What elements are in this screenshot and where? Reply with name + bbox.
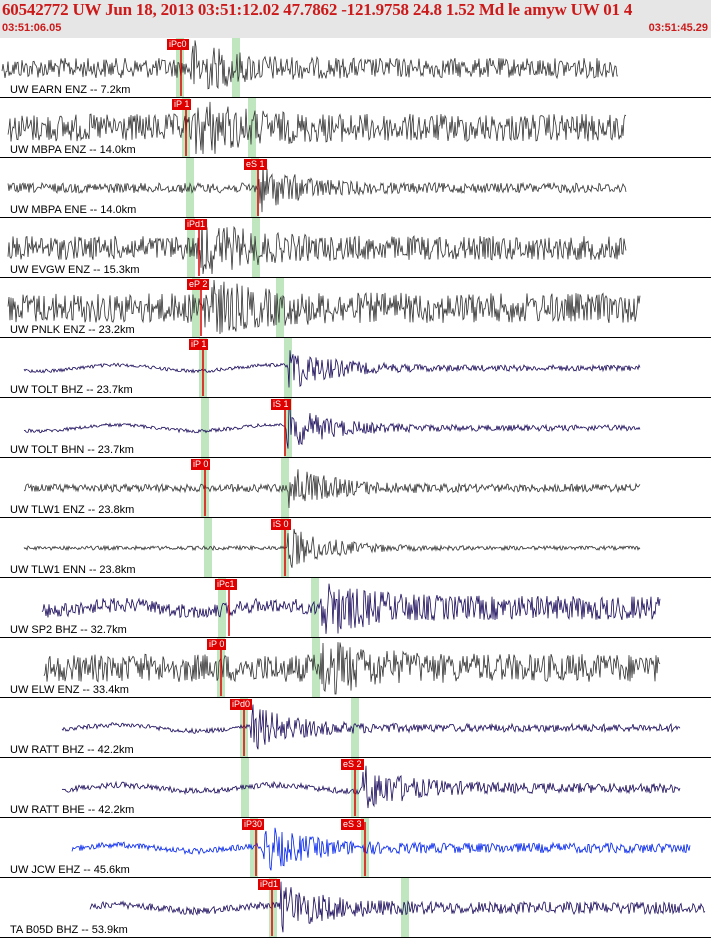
seismogram-plot: iPc0 UW EARN ENZ -- 7.2km iP 1 UW MBPA ENZ … — [0, 38, 711, 938]
pick-label[interactable]: iPc0 — [167, 39, 189, 50]
station-label: TA B05D BHZ -- 53.9km — [10, 924, 128, 936]
time-start: 03:51:06.05 — [2, 22, 62, 34]
waveform-trace — [7, 219, 627, 275]
station-label: UW MBPA ENE -- 14.0km — [10, 204, 137, 216]
time-end: 03:51:45.29 — [648, 22, 708, 34]
pick-label[interactable]: eS 1 — [244, 159, 267, 170]
station-label: UW RATT BHZ -- 42.2km — [10, 744, 134, 756]
waveform-trace — [23, 469, 641, 509]
waveform-trace — [89, 881, 706, 933]
pick-label[interactable]: iP 1 — [189, 339, 209, 350]
waveform-trace — [23, 528, 641, 568]
station-label: UW MBPA ENZ -- 14.0km — [10, 144, 136, 156]
waveform-trace — [43, 642, 661, 695]
waveform-trace — [7, 279, 641, 335]
pick-label[interactable]: eP 2 — [187, 279, 210, 290]
station-label: UW ELW ENZ -- 33.4km — [10, 684, 129, 696]
phase-window — [201, 398, 209, 458]
waveform-trace — [71, 827, 691, 871]
station-label: UW PNLK ENZ -- 23.2km — [10, 324, 135, 336]
phase-window — [250, 818, 258, 878]
waveform-trace — [23, 350, 641, 388]
waveform-trace — [61, 765, 681, 809]
waveform-trace — [1, 40, 619, 90]
event-title: 60542772 UW Jun 18, 2013 03:51:12.02 47.… — [2, 0, 633, 19]
phase-window — [218, 578, 226, 638]
station-label: UW TLW1 ENZ -- 23.8km — [10, 504, 135, 516]
station-label: UW RATT BHE -- 42.2km — [10, 804, 135, 816]
pick-label[interactable]: iP 1 — [172, 99, 192, 110]
pick-label[interactable]: iPd0 — [230, 699, 253, 710]
phase-window — [284, 398, 292, 458]
phase-window — [351, 698, 359, 758]
pick-label[interactable]: iPc1 — [215, 579, 237, 590]
waveform-trace — [61, 704, 681, 750]
station-label: UW JCW EHZ -- 45.6km — [10, 864, 130, 876]
pick-label[interactable]: iPd1 — [258, 879, 281, 890]
phase-window — [312, 638, 320, 698]
pick-label[interactable]: iPd1 — [185, 219, 208, 230]
phase-window — [186, 158, 194, 218]
phase-window — [311, 578, 319, 638]
station-label: UW EVGW ENZ -- 15.3km — [10, 264, 140, 276]
phase-window — [281, 458, 289, 518]
station-label: UW SP2 BHZ -- 32.7km — [10, 624, 127, 636]
waveform-trace — [41, 583, 661, 634]
waveform-trace — [7, 101, 627, 155]
phase-window — [269, 878, 277, 938]
phase-window — [204, 518, 212, 578]
pick-label[interactable]: iP 0 — [191, 459, 211, 470]
station-label: UW EARN ENZ -- 7.2km — [10, 84, 131, 96]
traces-canvas — [0, 38, 711, 938]
waveform-trace — [23, 405, 641, 449]
pick-label[interactable]: iS 1 — [271, 399, 291, 410]
pick-label[interactable]: iP 0 — [207, 639, 227, 650]
pick-label[interactable]: eS 2 — [341, 759, 364, 770]
pick-label-secondary[interactable]: eS 3 — [341, 819, 364, 830]
phase-window — [251, 158, 259, 218]
header-bar: 60542772 UW Jun 18, 2013 03:51:12.02 47.… — [0, 0, 711, 38]
station-label: UW TOLT BHZ -- 23.7km — [10, 384, 133, 396]
station-label: UW TLW1 ENN -- 23.8km — [10, 564, 136, 576]
station-label: UW TOLT BHN -- 23.7km — [10, 444, 134, 456]
pick-label[interactable]: iS 0 — [271, 519, 291, 530]
waveform-trace — [7, 163, 627, 213]
pick-label[interactable]: iP30 — [242, 819, 265, 830]
